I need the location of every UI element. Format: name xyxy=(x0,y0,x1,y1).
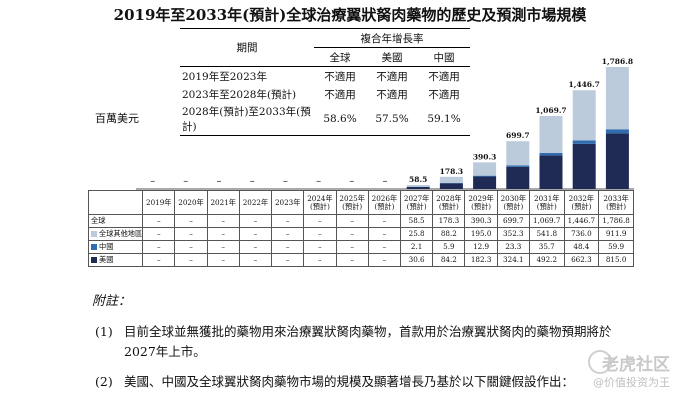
table-row: 中國 – – – – – – – –2.1 5.9 12.9 23.3 35.7 48.4 59.9 xyxy=(87,240,634,254)
category-label: 2026年 (預計) xyxy=(367,190,402,215)
cagr-table: 期間 複合年增長率 全球 美國 中國 2019年至2023年 不適用 不適用 不… xyxy=(180,28,470,136)
missing-marker: – xyxy=(250,176,255,187)
watermark-brand: 老虎社区 xyxy=(602,355,670,375)
bar-segment xyxy=(539,155,563,189)
watermark-logo-icon xyxy=(588,350,612,374)
bar-segment xyxy=(605,129,629,134)
cagr-value: 59.1% xyxy=(418,103,470,136)
cagr-header-row: 期間 複合年增長率 xyxy=(180,28,470,67)
bar-segment xyxy=(572,140,596,144)
col-header-china: 中國 xyxy=(418,47,470,67)
table-header-row: 2019年 2020年 2021年 2022年 2023年 2024年 (預計) 2025年(… xyxy=(87,190,634,215)
cagr-value: 不適用 xyxy=(314,66,366,85)
col-header-us: 美國 xyxy=(366,47,418,67)
cagr-row: 2019年至2023年 不適用 不適用 不適用 xyxy=(180,66,470,85)
cagr-period: 2028年(預計)至2033年(預計) xyxy=(180,103,314,136)
legend-swatch xyxy=(91,257,97,263)
bar-segment xyxy=(506,165,530,167)
missing-marker: – xyxy=(383,176,388,187)
data-table: 2019年 2020年 2021年 2022年 2023年 2024年 (預計) 2025年(… xyxy=(87,190,634,267)
legend-swatch xyxy=(91,244,97,250)
bar-segment xyxy=(605,133,629,189)
missing-marker: – xyxy=(217,176,222,187)
cagr-value: 不適用 xyxy=(428,88,460,101)
category-label: 2033年 (預計) xyxy=(598,190,634,215)
legend-row-label: 美國 xyxy=(87,253,144,267)
bar-segment xyxy=(473,162,497,176)
cagr-value: 不適用 xyxy=(418,66,470,85)
col-header-global: 全球 xyxy=(314,47,366,67)
bar-segment xyxy=(473,176,497,189)
bar-segment xyxy=(406,185,430,187)
bar-total-label: 178.3 xyxy=(440,167,464,176)
bar-total-label: 1,446.7 xyxy=(569,80,600,89)
cagr-value: 58.6% xyxy=(314,103,366,136)
legend-swatch xyxy=(91,231,97,237)
cagr-row: 2028年(預計)至2033年(預計) 58.6% 57.5% 59.1% xyxy=(180,103,470,136)
missing-marker: – xyxy=(283,176,288,187)
cagr-period: 2023年至2028年(預計) xyxy=(182,88,297,101)
missing-marker: – xyxy=(316,176,321,187)
series-value: 324.1 xyxy=(496,253,530,267)
series-value: 492.2 xyxy=(528,253,565,267)
bar-segment xyxy=(605,67,629,130)
series-value: 815.0 xyxy=(598,253,634,267)
bar-segment xyxy=(473,175,497,177)
category-label: 2020年 xyxy=(174,190,208,215)
y-unit-label: 百萬美元 xyxy=(95,112,139,125)
category-label: 2023年 xyxy=(271,190,305,215)
cagr-group-header: 複合年增長率 xyxy=(314,28,470,48)
period-header: 期間 xyxy=(180,28,314,67)
bar-segment xyxy=(539,115,563,153)
note-number: (2) xyxy=(95,374,113,389)
note-text: 目前全球並無獲批的藥物用來治療翼狀胬肉藥物，首款用於治療翼狀胬肉的藥物預期將於2… xyxy=(124,324,612,359)
bar-segment xyxy=(506,166,530,189)
table-row: 美國 – – – – – – – –30.6 84.2 182.3 324.1 492.2 662.3 81… xyxy=(87,253,634,267)
page-title: 2019年至2033年(預計)全球治療翼狀胬肉藥物的歷史及預測市場規模 xyxy=(113,6,587,24)
cagr-period: 2019年至2023年 xyxy=(180,66,314,85)
bar-total-label: 390.3 xyxy=(473,152,497,161)
bar-segment xyxy=(572,143,596,189)
bar-segment xyxy=(439,183,463,189)
cagr-value: 不適用 xyxy=(324,88,356,101)
bar-total-label: 1,786.8 xyxy=(602,57,633,66)
category-label: 2032年 (預計) xyxy=(563,190,600,215)
bar-segment xyxy=(572,90,596,141)
note-number: (1) xyxy=(95,324,113,339)
bar-segment xyxy=(539,152,563,156)
cagr-value: 57.5% xyxy=(366,103,418,136)
cagr-value: 不適用 xyxy=(376,88,408,101)
bar-total-label: 699.7 xyxy=(506,131,530,140)
notes-title: 附註： xyxy=(92,294,132,309)
category-label: 2025年 (預計) xyxy=(335,190,369,215)
cagr-value: 不適用 xyxy=(366,66,418,85)
watermark-author: @价值投资为王 xyxy=(593,376,670,389)
bar-segment xyxy=(506,141,530,166)
missing-marker: – xyxy=(150,176,155,187)
bar-segment xyxy=(439,176,463,183)
bar-total-label: 1,069.7 xyxy=(535,106,566,115)
cagr-row: 2023年至2028年(預計) 不適用 不適用 不適用 xyxy=(180,85,470,103)
category-label: 2021年 xyxy=(206,190,240,215)
missing-marker: – xyxy=(183,176,188,187)
total-value: 1,786.8 xyxy=(598,214,634,228)
bar-segment xyxy=(406,186,430,189)
cagr-col-row: 全球 美國 中國 xyxy=(180,47,470,67)
category-label: 2031年 (預計) xyxy=(528,190,565,215)
note-text: 美國、中國及全球翼狀胬肉藥物市場的規模及顯著增長乃基於以下關鍵假設作出： xyxy=(124,374,575,389)
bar-total-label: 58.5 xyxy=(409,175,427,184)
category-label: 2027年 (預計) xyxy=(400,190,434,215)
category-label: 2030年 (預計) xyxy=(496,190,530,215)
missing-marker: – xyxy=(349,176,354,187)
series-value: – xyxy=(271,253,305,267)
series-value: – xyxy=(303,253,337,267)
